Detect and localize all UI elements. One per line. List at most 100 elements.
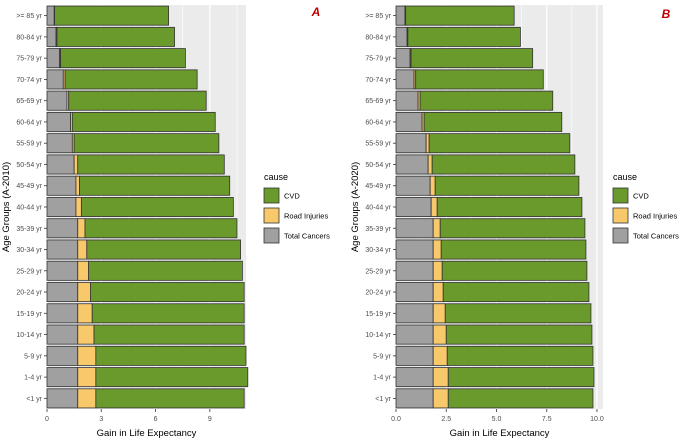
y-tick-label: 35-39 yr [16, 226, 42, 233]
bar-cvd [442, 282, 590, 303]
bar-road-injuries [77, 260, 90, 281]
y-tick-label: 60-64 yr [16, 119, 42, 126]
y-tick-label: 40-44 yr [365, 205, 391, 212]
bar-road-injuries [77, 282, 91, 303]
bar-total-cancers [46, 282, 79, 303]
bar-cvd [84, 218, 238, 239]
bar-cvd [419, 90, 554, 111]
bar-total-cancers [395, 111, 423, 132]
x-axis-title: Gain in Life Expectancy [450, 428, 550, 439]
bar-cvd [415, 69, 544, 90]
legend-title: cause [613, 172, 637, 182]
bar-road-injuries [430, 197, 438, 217]
bar-road-injuries [432, 367, 449, 388]
bar-road-injuries [425, 133, 430, 154]
bar-road-injuries [432, 239, 442, 260]
bar-road-injuries [77, 218, 86, 239]
bar-cvd [95, 345, 247, 366]
bar-total-cancers [46, 48, 61, 69]
y-tick-label: 10-14 yr [16, 332, 42, 339]
bar-total-cancers [46, 218, 79, 239]
bar-cvd [446, 345, 594, 366]
bar-total-cancers [46, 324, 79, 345]
bar-cvd [434, 175, 580, 196]
y-tick-label: 20-24 yr [16, 290, 42, 297]
y-tick-label: 1-4 yr [373, 375, 392, 382]
bar-total-cancers [46, 303, 79, 324]
bar-total-cancers [46, 260, 79, 281]
bar-cvd [441, 260, 588, 281]
y-tick-label: >= 85 yr [16, 13, 42, 20]
bar-cvd [80, 197, 234, 217]
bar-road-injuries [75, 175, 80, 196]
bar-total-cancers [395, 367, 434, 388]
y-tick-label: 65-69 yr [16, 98, 42, 105]
x-tick-label: 9 [208, 416, 212, 423]
bar-total-cancers [46, 69, 64, 90]
bar-total-cancers [395, 69, 415, 90]
bar-total-cancers [46, 133, 73, 154]
x-tick-label: 5.0 [492, 416, 502, 423]
x-axis-title: Gain in Life Expectancy [97, 428, 197, 439]
y-tick-label: 15-19 yr [365, 311, 391, 318]
legend-title: cause [264, 172, 288, 182]
bar-total-cancers [395, 154, 429, 175]
bar-cvd [440, 239, 587, 260]
bar-total-cancers [46, 367, 79, 388]
y-tick-label: <1 yr [26, 396, 42, 403]
legend-label: CVD [633, 192, 649, 201]
bar-cvd [431, 154, 576, 175]
bar-cvd [91, 303, 245, 324]
bar-total-cancers [46, 5, 55, 26]
y-tick-label: 25-29 yr [365, 268, 391, 275]
bar-cvd [436, 197, 583, 217]
x-tick-label: 0.0 [391, 416, 401, 423]
y-tick-label: 50-54 yr [365, 162, 391, 169]
bar-total-cancers [395, 303, 434, 324]
y-tick-label: 30-34 yr [16, 247, 42, 254]
bar-total-cancers [395, 239, 434, 260]
y-tick-label: 70-74 yr [365, 77, 391, 84]
y-tick-label: 20-24 yr [365, 290, 391, 297]
y-axis-title: Age Groups (A-2010) [1, 162, 12, 252]
y-tick-label: 10-14 yr [365, 332, 391, 339]
bar-road-injuries [77, 345, 97, 366]
bar-cvd [428, 133, 571, 154]
y-tick-label: 35-39 yr [365, 226, 391, 233]
legend-label: CVD [284, 192, 300, 201]
bar-total-cancers [395, 260, 434, 281]
bar-total-cancers [46, 239, 79, 260]
bar-total-cancers [46, 388, 79, 409]
y-tick-label: 70-74 yr [16, 77, 42, 84]
bar-total-cancers [395, 26, 408, 47]
y-tick-label: 75-79 yr [365, 56, 391, 63]
bar-cvd [64, 69, 198, 90]
legend: cause CVD Road Injuries Total Cancers [263, 172, 330, 244]
bar-cvd [88, 260, 243, 281]
bar-road-injuries [432, 345, 448, 366]
bar-road-injuries [73, 154, 79, 175]
legend-label: Total Cancers [633, 232, 679, 241]
legend-label: Total Cancers [284, 232, 330, 241]
bar-cvd [86, 239, 241, 260]
bar-cvd [60, 48, 186, 69]
bar-cvd [95, 388, 245, 409]
bar-road-injuries [77, 388, 97, 409]
x-tick-label: 7.5 [542, 416, 552, 423]
bar-road-injuries [432, 303, 446, 324]
bar-cvd [447, 367, 595, 388]
x-tick-label: 2.5 [441, 416, 451, 423]
panel-label: B [662, 7, 671, 21]
y-tick-label: 45-49 yr [16, 183, 42, 190]
bar-cvd [439, 218, 586, 239]
y-tick-label: 45-49 yr [365, 183, 391, 190]
bar-cvd [447, 388, 594, 409]
bar-total-cancers [395, 388, 434, 409]
bar-road-injuries [432, 324, 447, 345]
bar-road-injuries [432, 282, 444, 303]
bar-road-injuries [77, 303, 93, 324]
bar-total-cancers [395, 324, 434, 345]
y-tick-label: 55-59 yr [365, 141, 391, 148]
legend-label: Road Injuries [284, 212, 328, 221]
